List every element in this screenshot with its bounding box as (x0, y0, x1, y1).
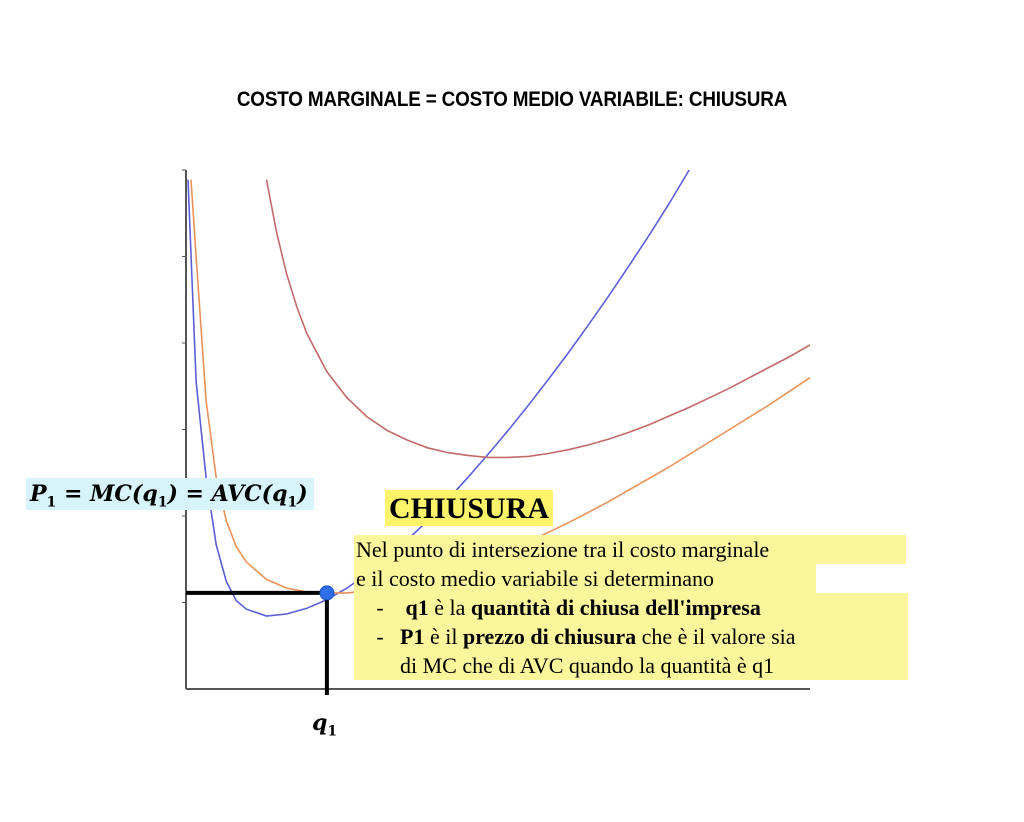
guide-lines (186, 585, 335, 695)
price-equation-label: P1 = MC(q1) = AVC(q1) (26, 478, 314, 510)
intersection-point (319, 585, 335, 601)
series-line-2 (190, 179, 810, 594)
annotation-item-2-continued: di MC che di AVC quando la quantità è q1 (354, 651, 908, 680)
annotation-line-2: e il costo medio variabile si determinan… (354, 564, 816, 593)
quantity-label: q1 (312, 710, 338, 740)
annotation-item-2: - P1 è il prezzo di chiusura che è il val… (354, 622, 908, 651)
series-line-3 (265, 179, 810, 459)
annotation-heading: CHIUSURA (385, 490, 554, 526)
chart-title: COSTO MARGINALE = COSTO MEDIO VARIABILE:… (236, 88, 788, 111)
annotation-box: Nel punto di intersezione tra il costo m… (354, 535, 908, 680)
axes (182, 169, 810, 690)
annotation-item-1: - q1 è la quantità di chiusa dell'impres… (354, 593, 908, 622)
annotation-line-1: Nel punto di intersezione tra il costo m… (354, 535, 906, 564)
